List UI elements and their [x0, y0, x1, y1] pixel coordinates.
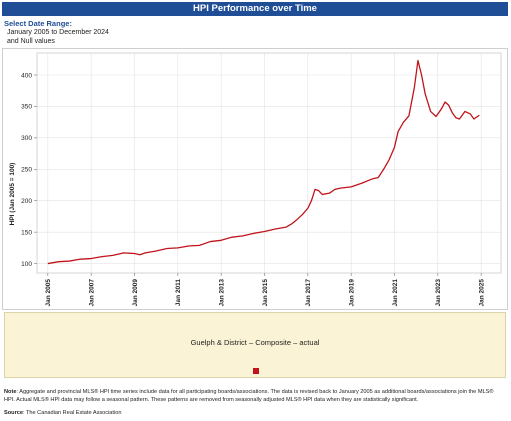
legend-series-label: Guelph & District – Composite – actual — [190, 338, 320, 347]
source-label: Source — [4, 410, 23, 416]
grid — [37, 53, 501, 273]
x-tick-label: Jan 2013 — [218, 279, 225, 307]
y-tick-label: 250 — [21, 167, 32, 174]
x-tick-label: Jan 2015 — [262, 279, 269, 307]
legend-swatch — [253, 368, 259, 374]
y-tick-label: 350 — [21, 104, 32, 111]
chart-area: 100 150 200 250 300 350 400 Jan 2005 Jan 2007 Jan… — [2, 48, 508, 310]
x-tick-label: Jan 2025 — [478, 279, 485, 307]
y-tick-label: 150 — [21, 229, 32, 236]
series-layer — [47, 59, 480, 265]
y-axis-title: HPI (Jan 2005 = 100) — [9, 163, 16, 226]
source-line: Source: The Canadian Real Estate Associa… — [4, 410, 121, 416]
note-label: Note — [4, 389, 17, 395]
y-tick-label: 300 — [21, 135, 32, 142]
date-range-label: Select Date Range: — [4, 19, 72, 28]
source-text: : The Canadian Real Estate Association — [22, 410, 122, 416]
hpi-line-chart: 100 150 200 250 300 350 400 Jan 2005 Jan 2007 Jan… — [9, 52, 502, 307]
chart-header: HPI Performance over Time — [2, 2, 508, 16]
x-tick-label: Jan 2005 — [45, 279, 52, 307]
x-tick-label: Jan 2021 — [392, 279, 399, 307]
x-tick-label: Jan 2017 — [305, 279, 312, 307]
footnote: Note: Aggregate and provincial MLS® HPI … — [4, 388, 504, 404]
note-text: : Aggregate and provincial MLS® HPI time… — [4, 389, 494, 403]
x-tick-label: Jan 2023 — [435, 279, 442, 307]
y-tick-label: 200 — [21, 198, 32, 205]
y-tick-label: 100 — [21, 261, 32, 268]
y-tick-label: 400 — [21, 72, 32, 79]
axes: 100 150 200 250 300 350 400 Jan 2005 Jan 2007 Jan… — [21, 52, 502, 307]
legend: Guelph & District – Composite – actual — [4, 312, 506, 378]
x-tick-label: Jan 2019 — [348, 279, 355, 307]
null-values-note: and Null values — [7, 38, 55, 45]
x-tick-label: Jan 2011 — [175, 279, 182, 306]
date-range-value: January 2005 to December 2024 — [7, 29, 109, 36]
series-line — [47, 59, 480, 265]
x-tick-label: Jan 2009 — [132, 279, 139, 307]
x-tick-label: Jan 2007 — [88, 279, 95, 307]
plot-frame — [36, 52, 502, 274]
